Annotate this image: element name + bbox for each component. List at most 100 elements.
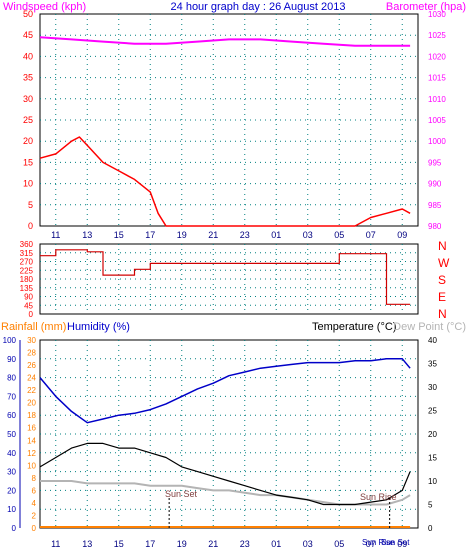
compass-n-bottom: N [438, 307, 447, 321]
graph-title: 24 hour graph day : 26 August 2013 [171, 1, 346, 13]
wind-x-tick-label: 15 [114, 230, 124, 240]
windspeed-tick-label: 40 [23, 51, 33, 61]
direction-tick-label: 360 [20, 240, 34, 249]
barometer-tick-label: 1005 [428, 116, 446, 125]
wind-x-tick-label: 21 [208, 230, 218, 240]
wind-x-tick-label: 23 [240, 230, 250, 240]
temperature-tick-label: 20 [428, 430, 437, 439]
compass-n-top: N [438, 239, 447, 253]
temperature-tick-label: 30 [428, 383, 437, 392]
rainfall-tick-label: 10 [27, 461, 36, 470]
temperature-tick-label: 15 [428, 454, 437, 463]
barometer-tick-label: 990 [428, 180, 442, 189]
wind-x-tick-label: 17 [145, 230, 155, 240]
rainfall-tick-label: 12 [27, 449, 36, 458]
wind-direction-line [40, 249, 411, 305]
rainfall-tick-label: 4 [32, 499, 37, 508]
direction-tick-label: 180 [20, 275, 34, 284]
humidity-tick-label: 30 [7, 468, 16, 477]
compass-s: S [438, 273, 446, 287]
humidity-tick-label: 60 [7, 411, 16, 420]
temperature-line [39, 442, 411, 506]
windspeed-tick-label: 30 [23, 94, 33, 104]
temperature-tick-label: 10 [428, 477, 437, 486]
humidity-tick-label: 0 [12, 524, 17, 533]
barometer-tick-label: 1025 [428, 31, 446, 40]
barometer-tick-label: 1000 [428, 137, 446, 146]
axis-ticks: 1111131315151717191921212323010103030505… [3, 9, 447, 549]
climate-x-tick-label: 01 [271, 539, 281, 549]
barometer-line [39, 36, 411, 47]
wind-x-tick-label: 11 [51, 230, 60, 240]
direction-tick-label: 315 [20, 249, 34, 258]
windspeed-tick-label: 35 [23, 73, 33, 83]
humidity-tick-label: 70 [7, 392, 16, 401]
climate-x-tick-label: 03 [303, 539, 313, 549]
temperature-tick-label: 40 [428, 336, 437, 345]
barometer-tick-label: 1010 [428, 95, 446, 104]
temperature-tick-label: 5 [428, 501, 433, 510]
wind-x-tick-label: 03 [303, 230, 313, 240]
windspeed-tick-label: 25 [23, 115, 33, 125]
compass-e: E [438, 290, 446, 304]
direction-tick-label: 0 [29, 310, 34, 319]
rainfall-axis-title: Rainfall (mm) [1, 321, 66, 333]
climate-x-tick-label: 19 [177, 539, 187, 549]
windspeed-tick-label: 0 [28, 221, 33, 231]
barometer-tick-label: 1015 [428, 74, 446, 83]
rainfall-tick-label: 30 [27, 336, 36, 345]
rainfall-tick-label: 20 [27, 399, 36, 408]
rainfall-tick-label: 0 [32, 524, 37, 533]
barometer-tick-label: 1020 [428, 52, 446, 61]
sunrise-short-label: Sun Rise [362, 538, 395, 547]
climate-x-tick-label: 21 [208, 539, 218, 549]
humidity-tick-label: 50 [7, 430, 16, 439]
humidity-tick-label: 20 [7, 486, 16, 495]
windspeed-tick-label: 45 [23, 30, 33, 40]
temperature-tick-label: 35 [428, 360, 437, 369]
direction-tick-label: 135 [20, 284, 34, 293]
windspeed-line [39, 136, 411, 227]
sunrise-label: Sun Rise [360, 492, 397, 502]
windspeed-tick-label: 20 [23, 136, 33, 146]
rainfall-tick-label: 28 [27, 349, 36, 358]
direction-tick-label: 90 [24, 293, 33, 302]
wind-x-tick-label: 09 [397, 230, 407, 240]
rainfall-tick-label: 2 [32, 511, 37, 520]
barometer-tick-label: 980 [428, 222, 442, 231]
wind-x-tick-label: 05 [334, 230, 344, 240]
temperature-tick-label: 0 [428, 524, 433, 533]
rainfall-tick-label: 22 [27, 386, 36, 395]
climate-x-tick-label: 23 [240, 539, 250, 549]
wind-x-tick-label: 13 [82, 230, 92, 240]
humidity-line [39, 358, 411, 424]
windspeed-axis-title: Windspeed (kph) [3, 1, 86, 13]
humidity-tick-label: 80 [7, 374, 16, 383]
humidity-tick-label: 100 [3, 336, 17, 345]
barometer-tick-label: 995 [428, 158, 442, 167]
climate-x-tick-label: 07 [366, 539, 376, 549]
direction-tick-label: 270 [20, 258, 34, 267]
climate-x-tick-label: 17 [145, 539, 155, 549]
humidity-tick-label: 10 [7, 505, 16, 514]
sunset-short-label: Sun Set [381, 538, 410, 547]
rainfall-tick-label: 16 [27, 424, 36, 433]
sunset-label: Sun Set [165, 489, 198, 499]
grid-lines [40, 14, 418, 528]
rainfall-tick-label: 8 [32, 474, 37, 483]
barometer-axis-title: Barometer (hpa) [386, 1, 466, 13]
series-marks [39, 36, 411, 528]
climate-x-tick-label: 13 [82, 539, 92, 549]
humidity-tick-label: 90 [7, 355, 16, 364]
rainfall-tick-label: 24 [27, 374, 36, 383]
climate-x-tick-label: 05 [334, 539, 344, 549]
rainfall-tick-label: 26 [27, 361, 36, 370]
windspeed-tick-label: 10 [23, 179, 33, 189]
wind-x-tick-label: 07 [366, 230, 376, 240]
barometer-tick-label: 1030 [428, 10, 446, 19]
dewpoint-axis-title: Dew Point (°C) [393, 321, 466, 333]
climate-x-tick-label: 09 [397, 539, 407, 549]
compass-w: W [438, 256, 450, 270]
windspeed-tick-label: 50 [23, 9, 33, 19]
